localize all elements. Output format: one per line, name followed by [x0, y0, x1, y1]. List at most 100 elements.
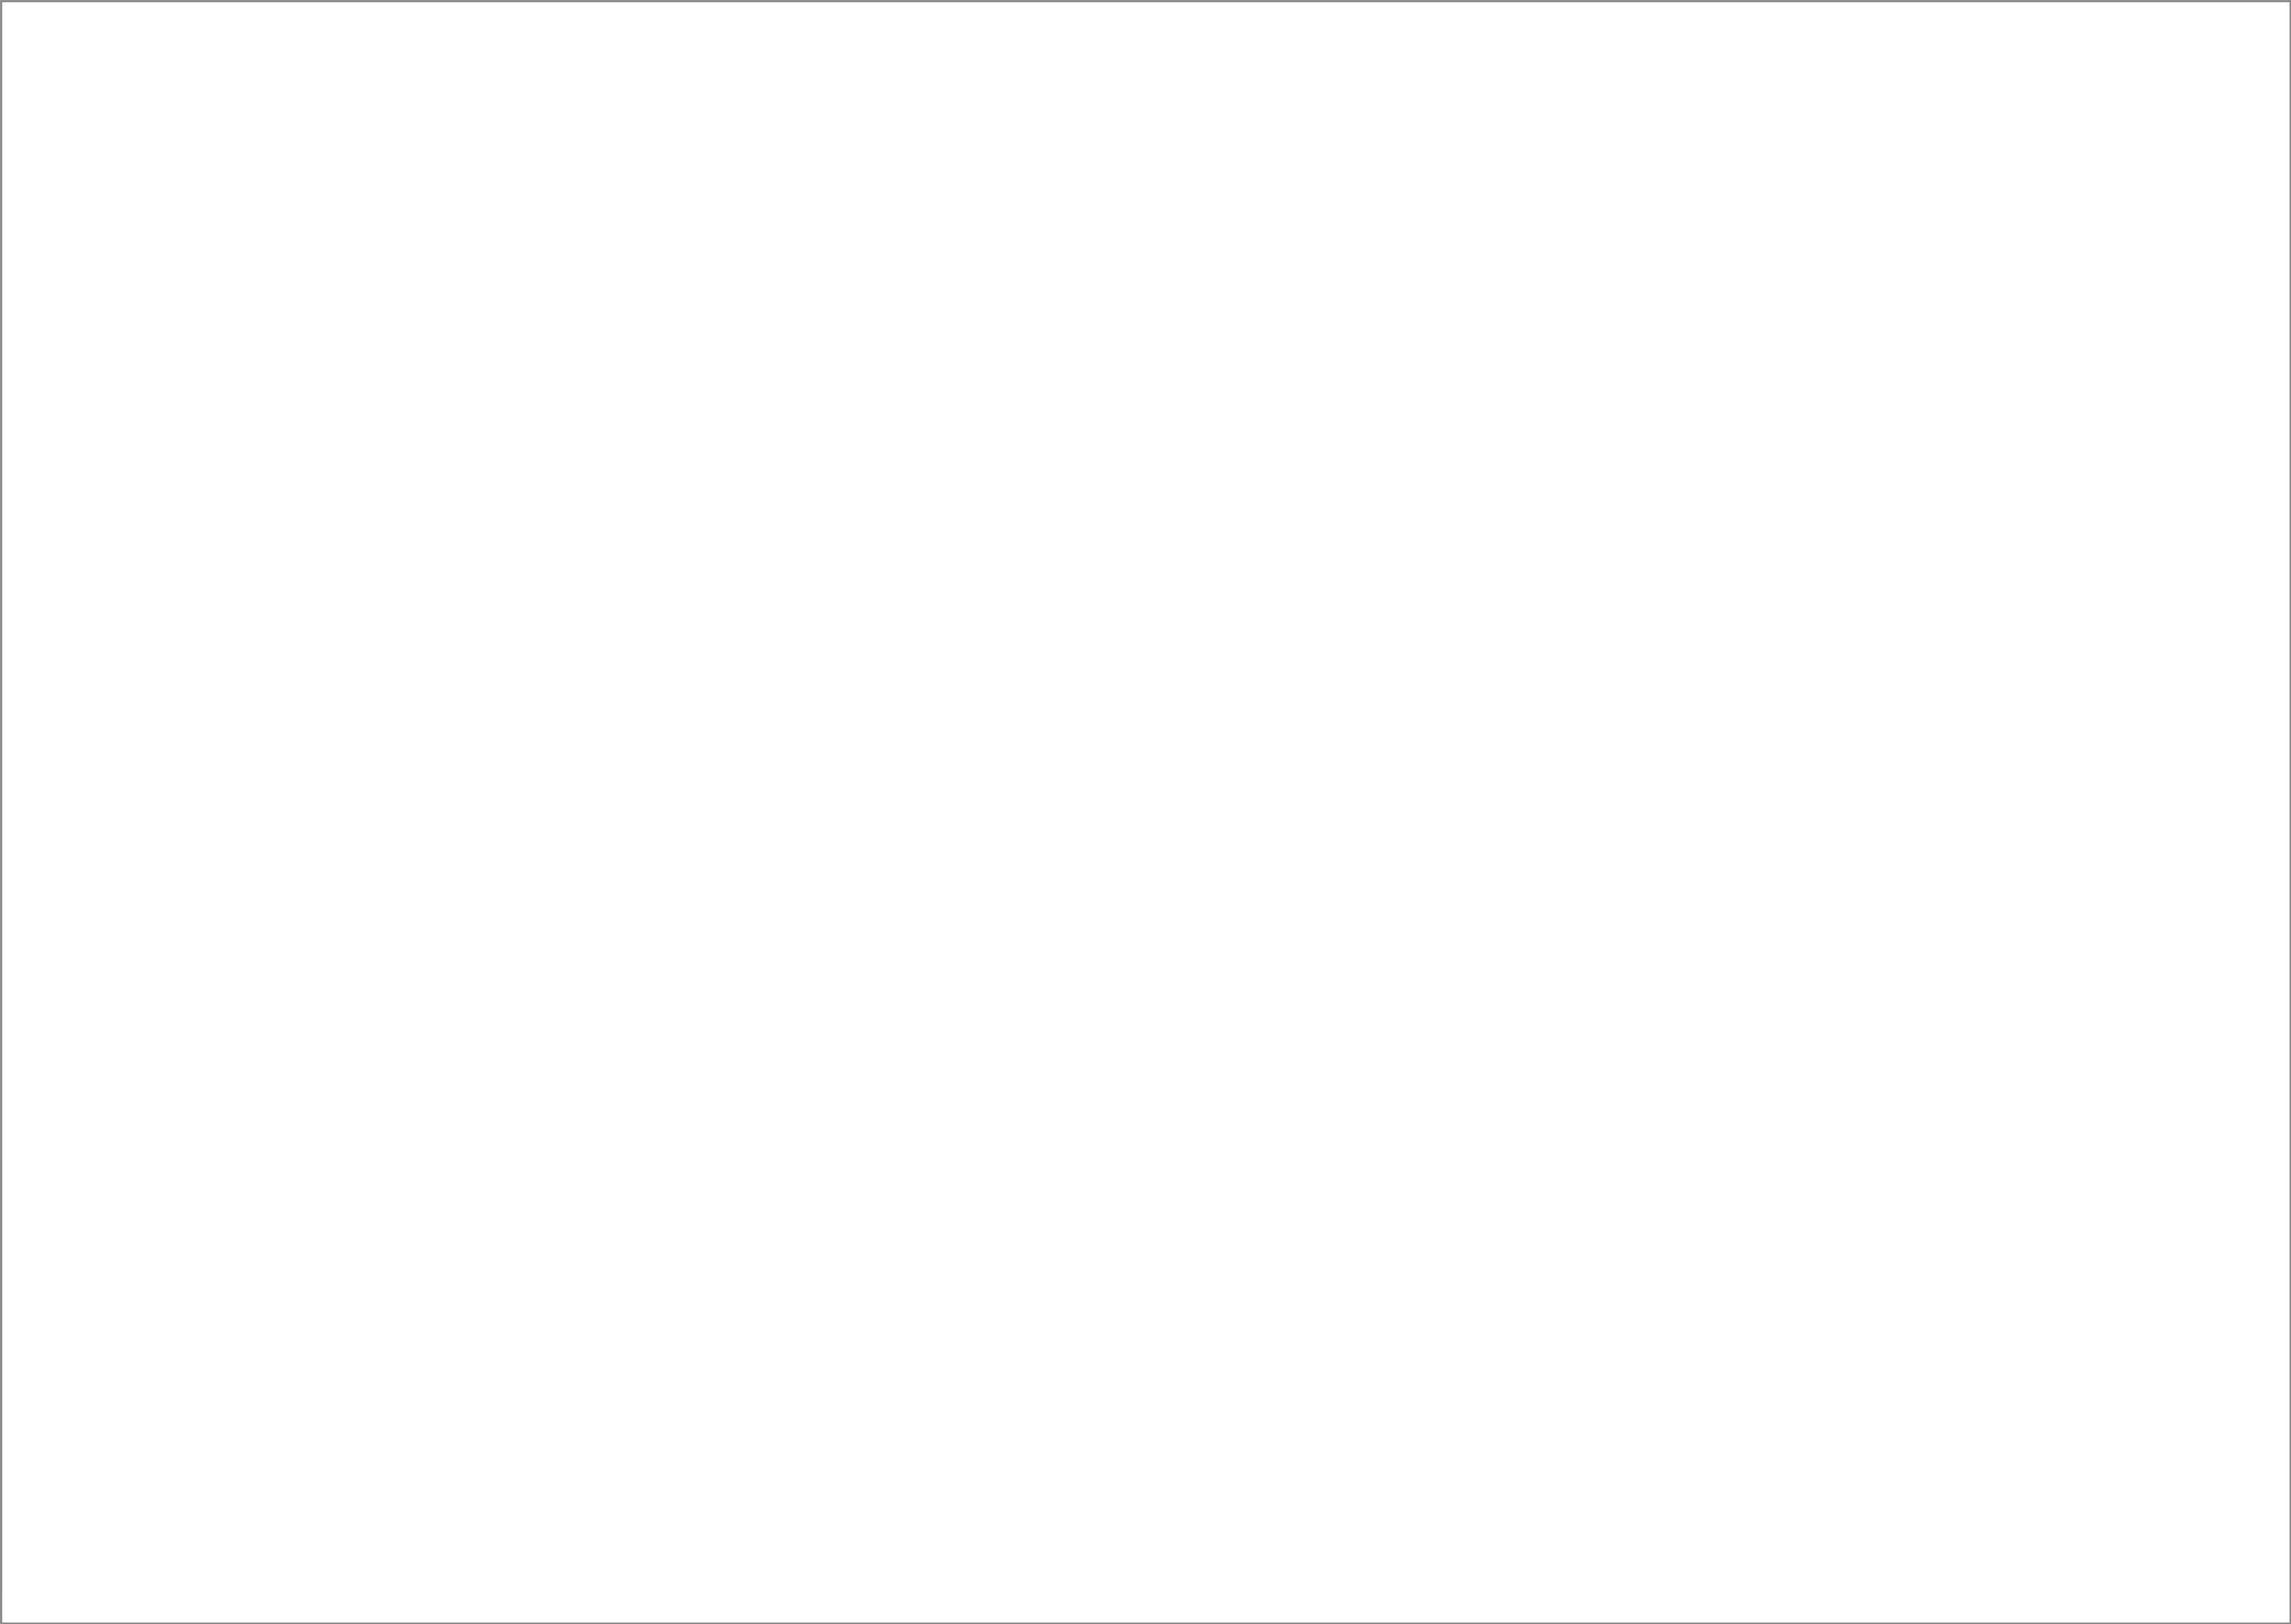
- Bar: [321, 503, 419, 580]
- Circle shape: [440, 518, 458, 538]
- Text: коричнево-красный: коричнево-красный: [861, 924, 983, 935]
- Circle shape: [435, 58, 463, 88]
- Text: Светодиодный индикатор: Светодиодный индикатор: [1026, 1221, 1217, 1234]
- Circle shape: [1031, 263, 1077, 309]
- Bar: [481, 513, 630, 544]
- Text: шина LIN: шина LIN: [589, 1020, 644, 1031]
- Text: серый: серый: [536, 521, 575, 536]
- Text: 87: 87: [1611, 529, 1627, 541]
- Text: 4: 4: [735, 1246, 745, 1260]
- Circle shape: [435, 166, 463, 193]
- Text: ø + 12 В: ø + 12 В: [637, 171, 696, 184]
- Text: Сирена: Сирена: [1107, 232, 1173, 248]
- Text: Альтернативное
управление светом (-)*: Альтернативное управление светом (-)*: [990, 1047, 1118, 1070]
- Text: Альтернативное
управление светом (-)*: Альтернативное управление светом (-)*: [589, 1047, 717, 1070]
- Text: Выход на световые сигналы (+): Выход на световые сигналы (+): [676, 455, 907, 468]
- Bar: [763, 153, 790, 166]
- Text: синий: синий: [536, 815, 575, 828]
- Bar: [11, 1473, 385, 1588]
- Text: 7,5 А: 7,5 А: [761, 305, 793, 320]
- Bar: [756, 302, 797, 323]
- Circle shape: [435, 325, 463, 354]
- Text: VD1
1N4007: VD1 1N4007: [1551, 489, 1604, 518]
- Bar: [30, 99, 108, 512]
- Text: Альтернативное
управление ЦЗ (+)*: Альтернативное управление ЦЗ (+)*: [188, 1015, 298, 1038]
- Bar: [57, 1012, 183, 1039]
- Text: Модуль приемопередатчика: Модуль приемопередатчика: [46, 1221, 252, 1234]
- Circle shape: [440, 555, 458, 575]
- Bar: [813, 879, 1019, 1142]
- Bar: [16, 882, 57, 1138]
- Text: Москва: (495) 935-80-30: Москва: (495) 935-80-30: [1764, 1596, 1897, 1608]
- Circle shape: [992, 1215, 1019, 1241]
- Text: → Аксессуары 1: → Аксессуары 1: [2062, 698, 2186, 713]
- Text: Силовой дополнительный канал №8 (ЦЗ «открыть»): Силовой дополнительный канал №8 (ЦЗ «отк…: [637, 63, 1017, 76]
- Text: Антенна GPS+ГЛОНАСС
(опция): Антенна GPS+ГЛОНАСС (опция): [190, 531, 323, 554]
- Bar: [11, 879, 218, 1142]
- Bar: [458, 981, 584, 1009]
- Bar: [481, 806, 630, 836]
- Text: Внимание!: Внимание!: [153, 1260, 245, 1275]
- Text: Аккумулятор: Аккумулятор: [751, 133, 868, 149]
- Text: 30: 30: [1611, 499, 1627, 510]
- Bar: [481, 344, 630, 385]
- Text: [Автомобиль]: [Автомобиль]: [621, 1379, 770, 1400]
- Text: Светодиодный: Светодиодный: [1180, 1444, 1278, 1458]
- Bar: [859, 1077, 985, 1104]
- Circle shape: [1856, 596, 2039, 780]
- Text: (в комплекте E91.1,: (в комплекте E91.1,: [1881, 848, 2014, 862]
- Text: Вход контроля работы двигателя (+ / –): Вход контроля работы двигателя (+ / –): [676, 630, 944, 643]
- Bar: [1420, 1233, 1711, 1427]
- Bar: [1794, 825, 2101, 1038]
- Bar: [458, 883, 584, 911]
- Circle shape: [724, 1236, 758, 1268]
- Bar: [11, 1252, 385, 1359]
- Text: Подключение CAN и LIN интерфейсов: Подключение CAN и LIN интерфейсов: [603, 825, 1072, 846]
- Text: 1: 1: [21, 1221, 30, 1234]
- Text: Силовой модуль: Силовой модуль: [1876, 833, 2018, 848]
- Bar: [57, 916, 183, 944]
- Bar: [23, 91, 115, 520]
- Circle shape: [440, 591, 458, 612]
- Circle shape: [435, 219, 463, 247]
- Bar: [1833, 23, 1970, 99]
- Bar: [417, 882, 458, 1138]
- Bar: [481, 659, 630, 690]
- Bar: [664, 127, 1038, 328]
- Text: 4: 4: [1001, 1221, 1010, 1234]
- Bar: [481, 263, 630, 309]
- Bar: [481, 1023, 630, 1059]
- Text: Модуль
приемопередатчика: Модуль приемопередатчика: [172, 630, 286, 653]
- Text: 12В: 12В: [777, 179, 841, 206]
- Text: X8: X8: [121, 520, 140, 534]
- Text: (опция): (опция): [1180, 1252, 1230, 1265]
- Text: С установленным 2CAN+2LIN модулем: С установленным 2CAN+2LIN модулем: [836, 853, 1118, 866]
- Bar: [428, 435, 1175, 703]
- Text: CAN-H: CAN-H: [589, 989, 623, 999]
- Bar: [1237, 110, 1290, 141]
- Text: Доп. канал №6 (200 мА) (–): Доп. канал №6 (200 мА) (–): [676, 776, 855, 791]
- Text: бело-красный: бело-красный: [880, 957, 965, 968]
- Circle shape: [548, 1213, 582, 1246]
- Text: +12 В: +12 В: [1803, 1457, 1844, 1471]
- Text: 5 А: 5 А: [1755, 1457, 1780, 1471]
- Text: Выход на сирену (2А) (+): Выход на сирену (2А) (+): [676, 520, 845, 534]
- Circle shape: [435, 112, 463, 140]
- Text: Датчик
температуры
двигателя
(в комплекте E91.1,
E90.1, E90.2, E93): Датчик температуры двигателя (в комплект…: [321, 515, 422, 570]
- Text: сине-красный: сине-красный: [506, 950, 605, 963]
- Text: не используется: не используется: [990, 1085, 1081, 1096]
- Text: зеленый: зеленый: [896, 1020, 948, 1031]
- Text: обеспечьте расстояние до него более 1 см.: обеспечьте расстояние до него более 1 см…: [18, 1538, 263, 1549]
- Text: белый: белый: [101, 1117, 140, 1129]
- Circle shape: [456, 1213, 490, 1246]
- Bar: [859, 1012, 985, 1039]
- Text: M32, M22, M31): M32, M22, M31): [1180, 1405, 1283, 1418]
- Text: CAN-H: CAN-H: [188, 989, 222, 999]
- Text: Примеры размещения компонентов охранного оборудования: Примеры размещения компонентов охранного…: [11, 1174, 699, 1194]
- Text: 3: 3: [653, 1229, 662, 1244]
- Text: так как это приводит к помехам и плохому качеству приема.: так как это приводит к помехам и плохому…: [18, 1510, 367, 1522]
- Text: Доп. канал №1 (200 мА) (–): Доп. канал №1 (200 мА) (–): [676, 593, 855, 607]
- Bar: [57, 1077, 183, 1104]
- Text: Подключение опционального внешнего модуля Телематики: Подключение опционального внешнего модул…: [1175, 1174, 1851, 1192]
- Text: зелено-черный: зелено-черный: [497, 357, 614, 372]
